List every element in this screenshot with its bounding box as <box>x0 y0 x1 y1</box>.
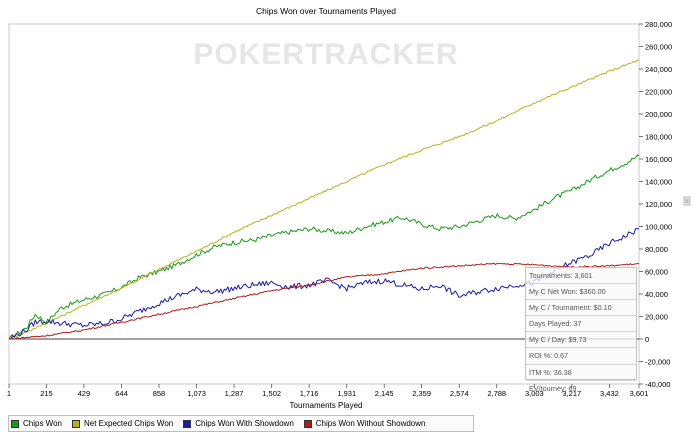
y-tick-label: 220,000 <box>645 88 672 97</box>
tooltip-row-roi: ROI %: 0.67 <box>526 348 636 365</box>
legend-item-without-showdown[interactable]: Chips Won Without Showdown <box>303 419 426 428</box>
legend-label: Chips Won <box>23 419 62 428</box>
x-tick-label: 3,601 <box>630 389 649 398</box>
legend-label: Chips Won Without Showdown <box>315 419 426 428</box>
y-tick-label: 160,000 <box>645 155 672 164</box>
legend-item-with-showdown[interactable]: Chips Won With Showdown <box>183 419 294 428</box>
x-tick-label: 1,287 <box>225 389 244 398</box>
x-tick-label: 3,217 <box>562 389 581 398</box>
x-tick-label: 429 <box>78 389 91 398</box>
chart-legend: Chips Won Net Expected Chips Won Chips W… <box>8 415 474 432</box>
y-tick-label: 200,000 <box>645 110 672 119</box>
tooltip-row-days-played: Days Played: 37 <box>526 316 636 333</box>
tooltip-row-net-won: My C Net Won: $360.00 <box>526 284 636 301</box>
x-tick-label: 2,359 <box>412 389 431 398</box>
series-line-net-expected-chips-won[interactable] <box>9 59 640 340</box>
y-tick-label: -20,000 <box>645 358 670 367</box>
x-tick-label: 215 <box>40 389 53 398</box>
legend-label: Net Expected Chips Won <box>83 419 174 428</box>
legend-swatch-green <box>11 419 19 428</box>
legend-item-chips-won[interactable]: Chips Won <box>11 419 62 428</box>
x-tick-label: 3,003 <box>525 389 544 398</box>
y-tick-label: 40,000 <box>645 290 668 299</box>
tooltip-row-tournaments: Tournaments: 3,601 <box>526 268 636 285</box>
legend-swatch-red <box>303 419 312 428</box>
x-tick-label: 858 <box>153 389 166 398</box>
y-tick-label: 280,000 <box>645 20 672 29</box>
x-tick-label: 644 <box>115 389 128 398</box>
y-axis-scroll-handle[interactable] <box>683 196 691 206</box>
legend-item-net-expected[interactable]: Net Expected Chips Won <box>71 419 174 428</box>
y-tick-label: 100,000 <box>645 223 672 232</box>
y-tick-label: 60,000 <box>645 268 668 277</box>
pokertracker-watermark-logo: POKERTRACKER <box>193 38 458 71</box>
y-tick-label: 120,000 <box>645 200 672 209</box>
legend-swatch-yellow <box>71 419 80 428</box>
x-axis-label: Tournaments Played <box>290 401 363 410</box>
y-tick-label: 140,000 <box>645 178 672 187</box>
tooltip-row-ev: EV/tourney: 69 <box>529 383 577 393</box>
x-tick-label: 3,432 <box>600 389 619 398</box>
legend-swatch-blue <box>183 419 192 428</box>
x-tick-label: 1,931 <box>337 389 356 398</box>
y-tick-label: -40,000 <box>645 380 670 389</box>
y-tick-label: 260,000 <box>645 43 672 52</box>
series-line-chips-won-without-showdown[interactable] <box>8 262 639 340</box>
y-tick-label: 180,000 <box>645 133 672 142</box>
y-tick-label: 80,000 <box>645 245 668 254</box>
y-tick-label: 240,000 <box>645 65 672 74</box>
y-tick-label: 0 <box>645 335 649 344</box>
x-tick-label: 1,073 <box>187 389 206 398</box>
x-tick-label: 2,788 <box>487 389 506 398</box>
x-tick-label: 1 <box>7 389 11 398</box>
chart-title: Chips Won over Tournaments Played <box>256 6 396 16</box>
y-tick-label: 20,000 <box>645 313 668 322</box>
tooltip-row-itm: ITM %: 36.38 <box>526 365 636 381</box>
x-tick-label: 1,502 <box>262 389 281 398</box>
series-line-chips-won[interactable] <box>8 154 640 340</box>
tooltip-row-per-day: My C / Day: $9.73 <box>526 332 636 349</box>
y-axis-group: -40,000 -20,000 0 20,000 40,000 60,000 80,000 1… <box>639 20 672 389</box>
x-tick-label: 1,716 <box>300 389 319 398</box>
x-tick-label: 2,574 <box>450 389 469 398</box>
tooltip-row-per-tournament: My C / Tournament: $0.10 <box>526 300 636 317</box>
legend-label: Chips Won With Showdown <box>195 419 294 428</box>
x-axis-group: 1 215 429 644 858 1,073 1,287 1,502 1,716 1,931 2,… <box>7 384 648 398</box>
x-tick-label: 2,145 <box>375 389 394 398</box>
stats-tooltip-panel: Tournaments: 3,601 My C Net Won: $360.00… <box>525 267 637 393</box>
